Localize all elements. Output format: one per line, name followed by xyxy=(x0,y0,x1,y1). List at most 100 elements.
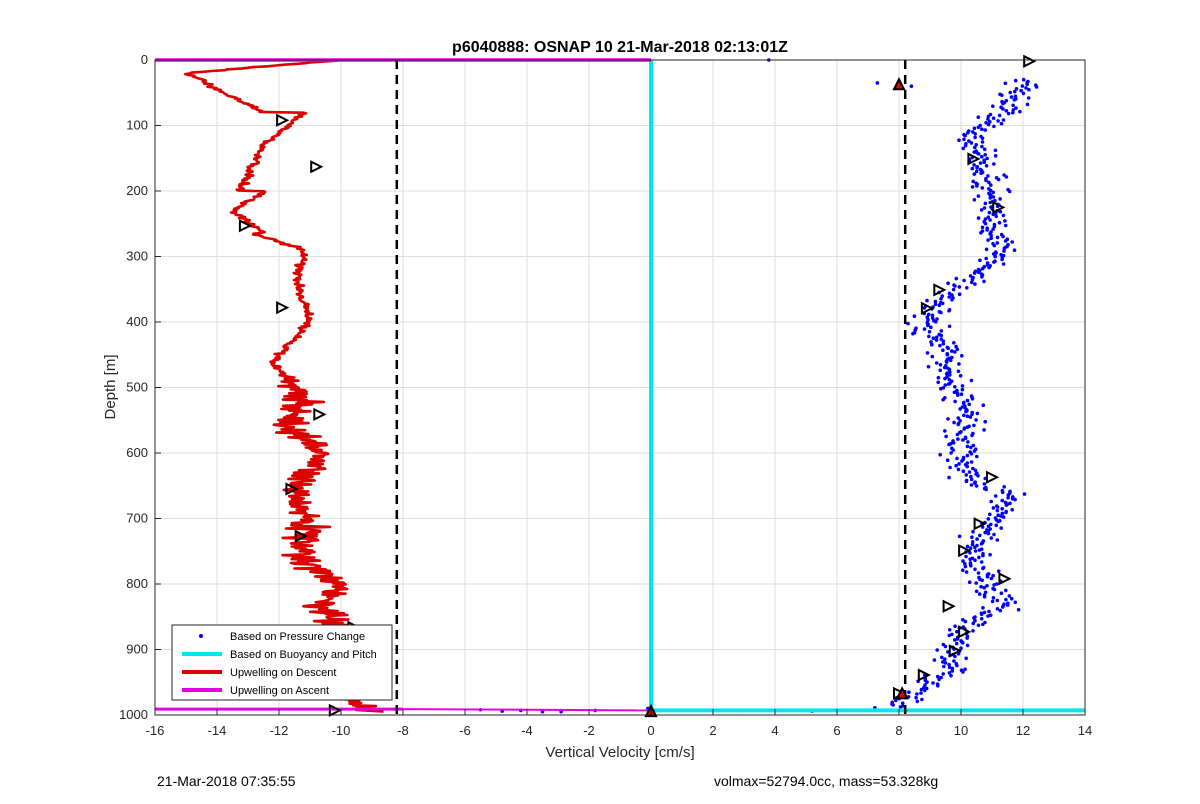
descent-marker xyxy=(238,219,253,233)
pressure-point xyxy=(979,541,984,546)
pressure-point xyxy=(973,558,977,562)
pressure-point xyxy=(975,537,979,541)
pressure-point xyxy=(1016,607,1021,612)
pressure-point xyxy=(962,427,966,431)
pressure-point xyxy=(988,552,992,557)
pressure-point xyxy=(922,327,927,331)
pressure-point xyxy=(961,401,966,406)
pressure-point xyxy=(953,385,957,389)
pressure-point xyxy=(984,256,988,261)
pressure-point xyxy=(941,672,945,676)
pressure-point xyxy=(980,144,984,149)
pressure-point xyxy=(947,377,951,382)
pressure-point xyxy=(919,691,923,695)
pressure-point xyxy=(983,530,987,535)
pressure-point xyxy=(965,131,970,135)
pressure-point xyxy=(991,195,996,199)
pressure-point xyxy=(968,557,972,561)
pressure-point xyxy=(963,562,967,566)
pressure-point xyxy=(963,436,968,441)
pressure-point xyxy=(923,688,927,693)
pressure-point xyxy=(991,506,996,510)
pressure-point xyxy=(990,599,995,604)
pressure-point xyxy=(1007,189,1012,194)
pressure-point xyxy=(995,235,1000,240)
pressure-point xyxy=(943,383,948,387)
y-tick-label: 700 xyxy=(126,511,148,526)
pressure-point xyxy=(982,279,986,284)
pressure-point xyxy=(970,535,974,539)
pressure-point xyxy=(951,287,956,292)
pressure-point xyxy=(891,703,895,707)
descent-marker xyxy=(276,113,290,127)
pressure-point xyxy=(969,280,974,285)
pressure-point xyxy=(984,487,988,492)
y-tick-label: 800 xyxy=(126,576,148,591)
pressure-point xyxy=(1011,110,1015,115)
pressure-point xyxy=(976,115,981,119)
x-tick-label: -4 xyxy=(521,723,533,738)
descent-marker xyxy=(294,529,308,543)
pressure-point xyxy=(947,367,952,372)
pressure-point xyxy=(962,137,966,142)
pressure-point xyxy=(982,160,987,164)
pressure-point xyxy=(991,227,995,231)
pressure-point xyxy=(957,534,962,539)
pressure-point xyxy=(981,553,985,558)
pressure-point xyxy=(978,161,983,165)
pressure-point xyxy=(971,466,975,471)
pressure-point xyxy=(987,265,991,270)
y-axis-label: Depth [m] xyxy=(102,354,119,419)
pressure-point xyxy=(955,663,959,668)
pressure-point xyxy=(973,132,977,136)
pressure-point xyxy=(991,596,996,600)
pressure-point xyxy=(1000,507,1004,511)
pressure-point xyxy=(985,156,989,161)
pressure-point xyxy=(995,505,1000,509)
pressure-point xyxy=(934,361,939,365)
pressure-point xyxy=(972,126,977,131)
pressure-point xyxy=(961,146,965,151)
pressure-point xyxy=(1000,490,1005,495)
pressure-point xyxy=(984,120,988,125)
pressure-point xyxy=(947,442,951,447)
pressure-point xyxy=(1019,88,1023,93)
pressure-point xyxy=(940,294,944,298)
pressure-point xyxy=(1000,257,1004,262)
pressure-point xyxy=(992,260,996,264)
pressure-point xyxy=(946,382,951,386)
pressure-point xyxy=(961,618,965,622)
pressure-point xyxy=(986,114,991,119)
pressure-point xyxy=(972,423,976,428)
pressure-point xyxy=(947,671,952,675)
pressure-point xyxy=(935,317,939,321)
pressure-point xyxy=(944,372,949,376)
pressure-point xyxy=(983,128,987,132)
pressure-point xyxy=(926,364,931,369)
y-tick-label: 100 xyxy=(126,118,148,133)
pressure-point xyxy=(998,608,1003,613)
pressure-point xyxy=(966,440,970,444)
pressure-point xyxy=(926,318,930,322)
pressure-point xyxy=(915,692,919,696)
pressure-point xyxy=(952,659,956,663)
pressure-point xyxy=(963,143,968,148)
pressure-point xyxy=(997,113,1002,118)
pressure-point xyxy=(975,454,979,459)
x-axis-label: Vertical Velocity [cm/s] xyxy=(545,744,694,761)
pressure-point xyxy=(965,643,970,648)
pressure-point xyxy=(968,551,972,555)
pressure-point xyxy=(944,360,949,364)
pressure-point xyxy=(947,633,952,638)
pressure-point xyxy=(946,281,950,286)
pressure-point xyxy=(980,154,984,159)
pressure-point xyxy=(926,312,931,317)
pressure-point xyxy=(1003,81,1008,86)
pressure-point xyxy=(970,185,975,189)
pressure-point xyxy=(1012,248,1017,252)
pressure-point xyxy=(1026,96,1031,100)
pressure-point xyxy=(952,390,957,395)
pressure-point xyxy=(977,592,982,596)
pressure-point xyxy=(953,654,957,659)
